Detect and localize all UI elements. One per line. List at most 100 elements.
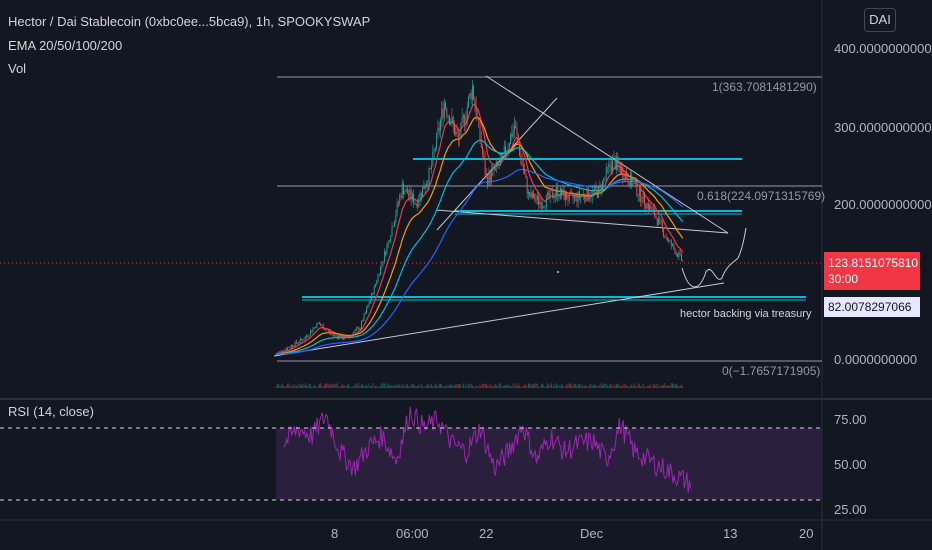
candle-body (284, 349, 286, 352)
volume-bar (617, 384, 619, 388)
volume-bar (392, 385, 394, 388)
treasury-annotation[interactable]: hector backing via treasury (680, 308, 812, 320)
volume-bar (446, 385, 448, 388)
candle-body (525, 174, 527, 178)
projection-path[interactable] (681, 227, 747, 288)
volume-bar (525, 384, 527, 388)
volume-bar (679, 385, 681, 388)
candle-body (371, 293, 373, 300)
volume-bar (603, 383, 605, 388)
volume-bar (497, 386, 499, 388)
candle-body (377, 274, 379, 282)
volume-bar (375, 385, 376, 388)
candle-body (440, 120, 441, 131)
volume-bar (515, 383, 517, 388)
volume-bar (631, 384, 633, 388)
volume-bar (549, 384, 551, 388)
volume-bar (299, 384, 301, 388)
symbol-title[interactable]: Hector / Dai Stablecoin (0xbc0ee...5bca9… (8, 14, 371, 29)
volume-bar (651, 386, 653, 388)
candle-body (590, 197, 592, 199)
volume-bar (456, 384, 458, 388)
candle-body (642, 192, 644, 203)
candle-body (299, 338, 301, 343)
volume-bar (441, 384, 443, 388)
volume-bar (462, 383, 464, 388)
volume-bar (678, 386, 680, 388)
volume-bar (369, 386, 371, 388)
trendline-mid[interactable] (435, 209, 729, 234)
volume-bar (644, 386, 645, 388)
candle-body (531, 191, 533, 198)
currency-badge[interactable]: DAI (864, 8, 896, 32)
time-label: 20 (799, 526, 814, 541)
candle-body (325, 329, 327, 331)
volume-bar (399, 383, 401, 388)
candle-body (550, 190, 552, 192)
volume-bar (632, 385, 634, 388)
candle-body (386, 244, 388, 255)
candle-body (353, 332, 355, 336)
volume-bar (386, 383, 388, 388)
volume-bar (306, 385, 308, 388)
candle-body (290, 345, 292, 348)
ema-legend[interactable]: EMA 20/50/100/200 (8, 38, 123, 53)
candle-body (336, 335, 338, 339)
candle-body (462, 115, 464, 118)
volume-bar (457, 384, 459, 388)
volume-bar (570, 383, 571, 388)
candle-body (599, 184, 601, 187)
vol-legend[interactable]: Vol (8, 61, 27, 76)
candle-body (575, 194, 577, 197)
volume-bar (360, 384, 362, 388)
volume-bar (329, 385, 330, 388)
candle-body (344, 336, 346, 339)
rsi-line[interactable] (283, 406, 692, 493)
price-tick: 0.0000000000 (834, 352, 918, 367)
candle-body (649, 204, 651, 210)
volume-bar (638, 384, 640, 388)
volume-bar (545, 386, 547, 388)
volume-bar (575, 383, 577, 388)
volume-bar (298, 383, 300, 388)
volume-bar (505, 385, 506, 388)
volume-bar (586, 386, 588, 388)
volume-bar (508, 385, 510, 388)
candle-body (521, 156, 523, 165)
candle-body (397, 202, 399, 204)
volume-bar (641, 386, 643, 388)
volume-bar (414, 385, 416, 388)
candle-body (535, 199, 537, 201)
candle-body (485, 174, 487, 178)
candle-body (493, 167, 495, 171)
volume-bar (628, 386, 630, 388)
volume-bar (674, 384, 676, 388)
trendline-bottom[interactable] (273, 282, 725, 357)
candle-body (480, 138, 482, 148)
ema-200-line[interactable] (276, 168, 684, 355)
candle-body (313, 327, 315, 329)
volume-bar (427, 384, 429, 388)
candle-body (515, 125, 517, 129)
volume-bar (383, 383, 385, 388)
trendline-top[interactable] (485, 75, 729, 234)
candle-body (619, 166, 621, 174)
volume-bar (538, 386, 540, 388)
candle-body (297, 343, 299, 344)
candle-body (584, 194, 585, 199)
candle-body (630, 174, 631, 187)
volume-bar (308, 384, 310, 388)
volume-bar (367, 386, 369, 388)
volume-bar (336, 383, 338, 388)
volume-bar (672, 383, 673, 388)
volume-bar (285, 386, 287, 388)
volume-bar (594, 384, 596, 388)
time-label: Dec (580, 526, 604, 541)
candle-body (446, 108, 448, 117)
rsi-legend[interactable]: RSI (14, close) (8, 404, 94, 419)
volume-bar (275, 386, 277, 388)
candle-body (539, 202, 541, 205)
ema-50-line[interactable] (275, 117, 684, 355)
volume-bar (519, 385, 520, 388)
